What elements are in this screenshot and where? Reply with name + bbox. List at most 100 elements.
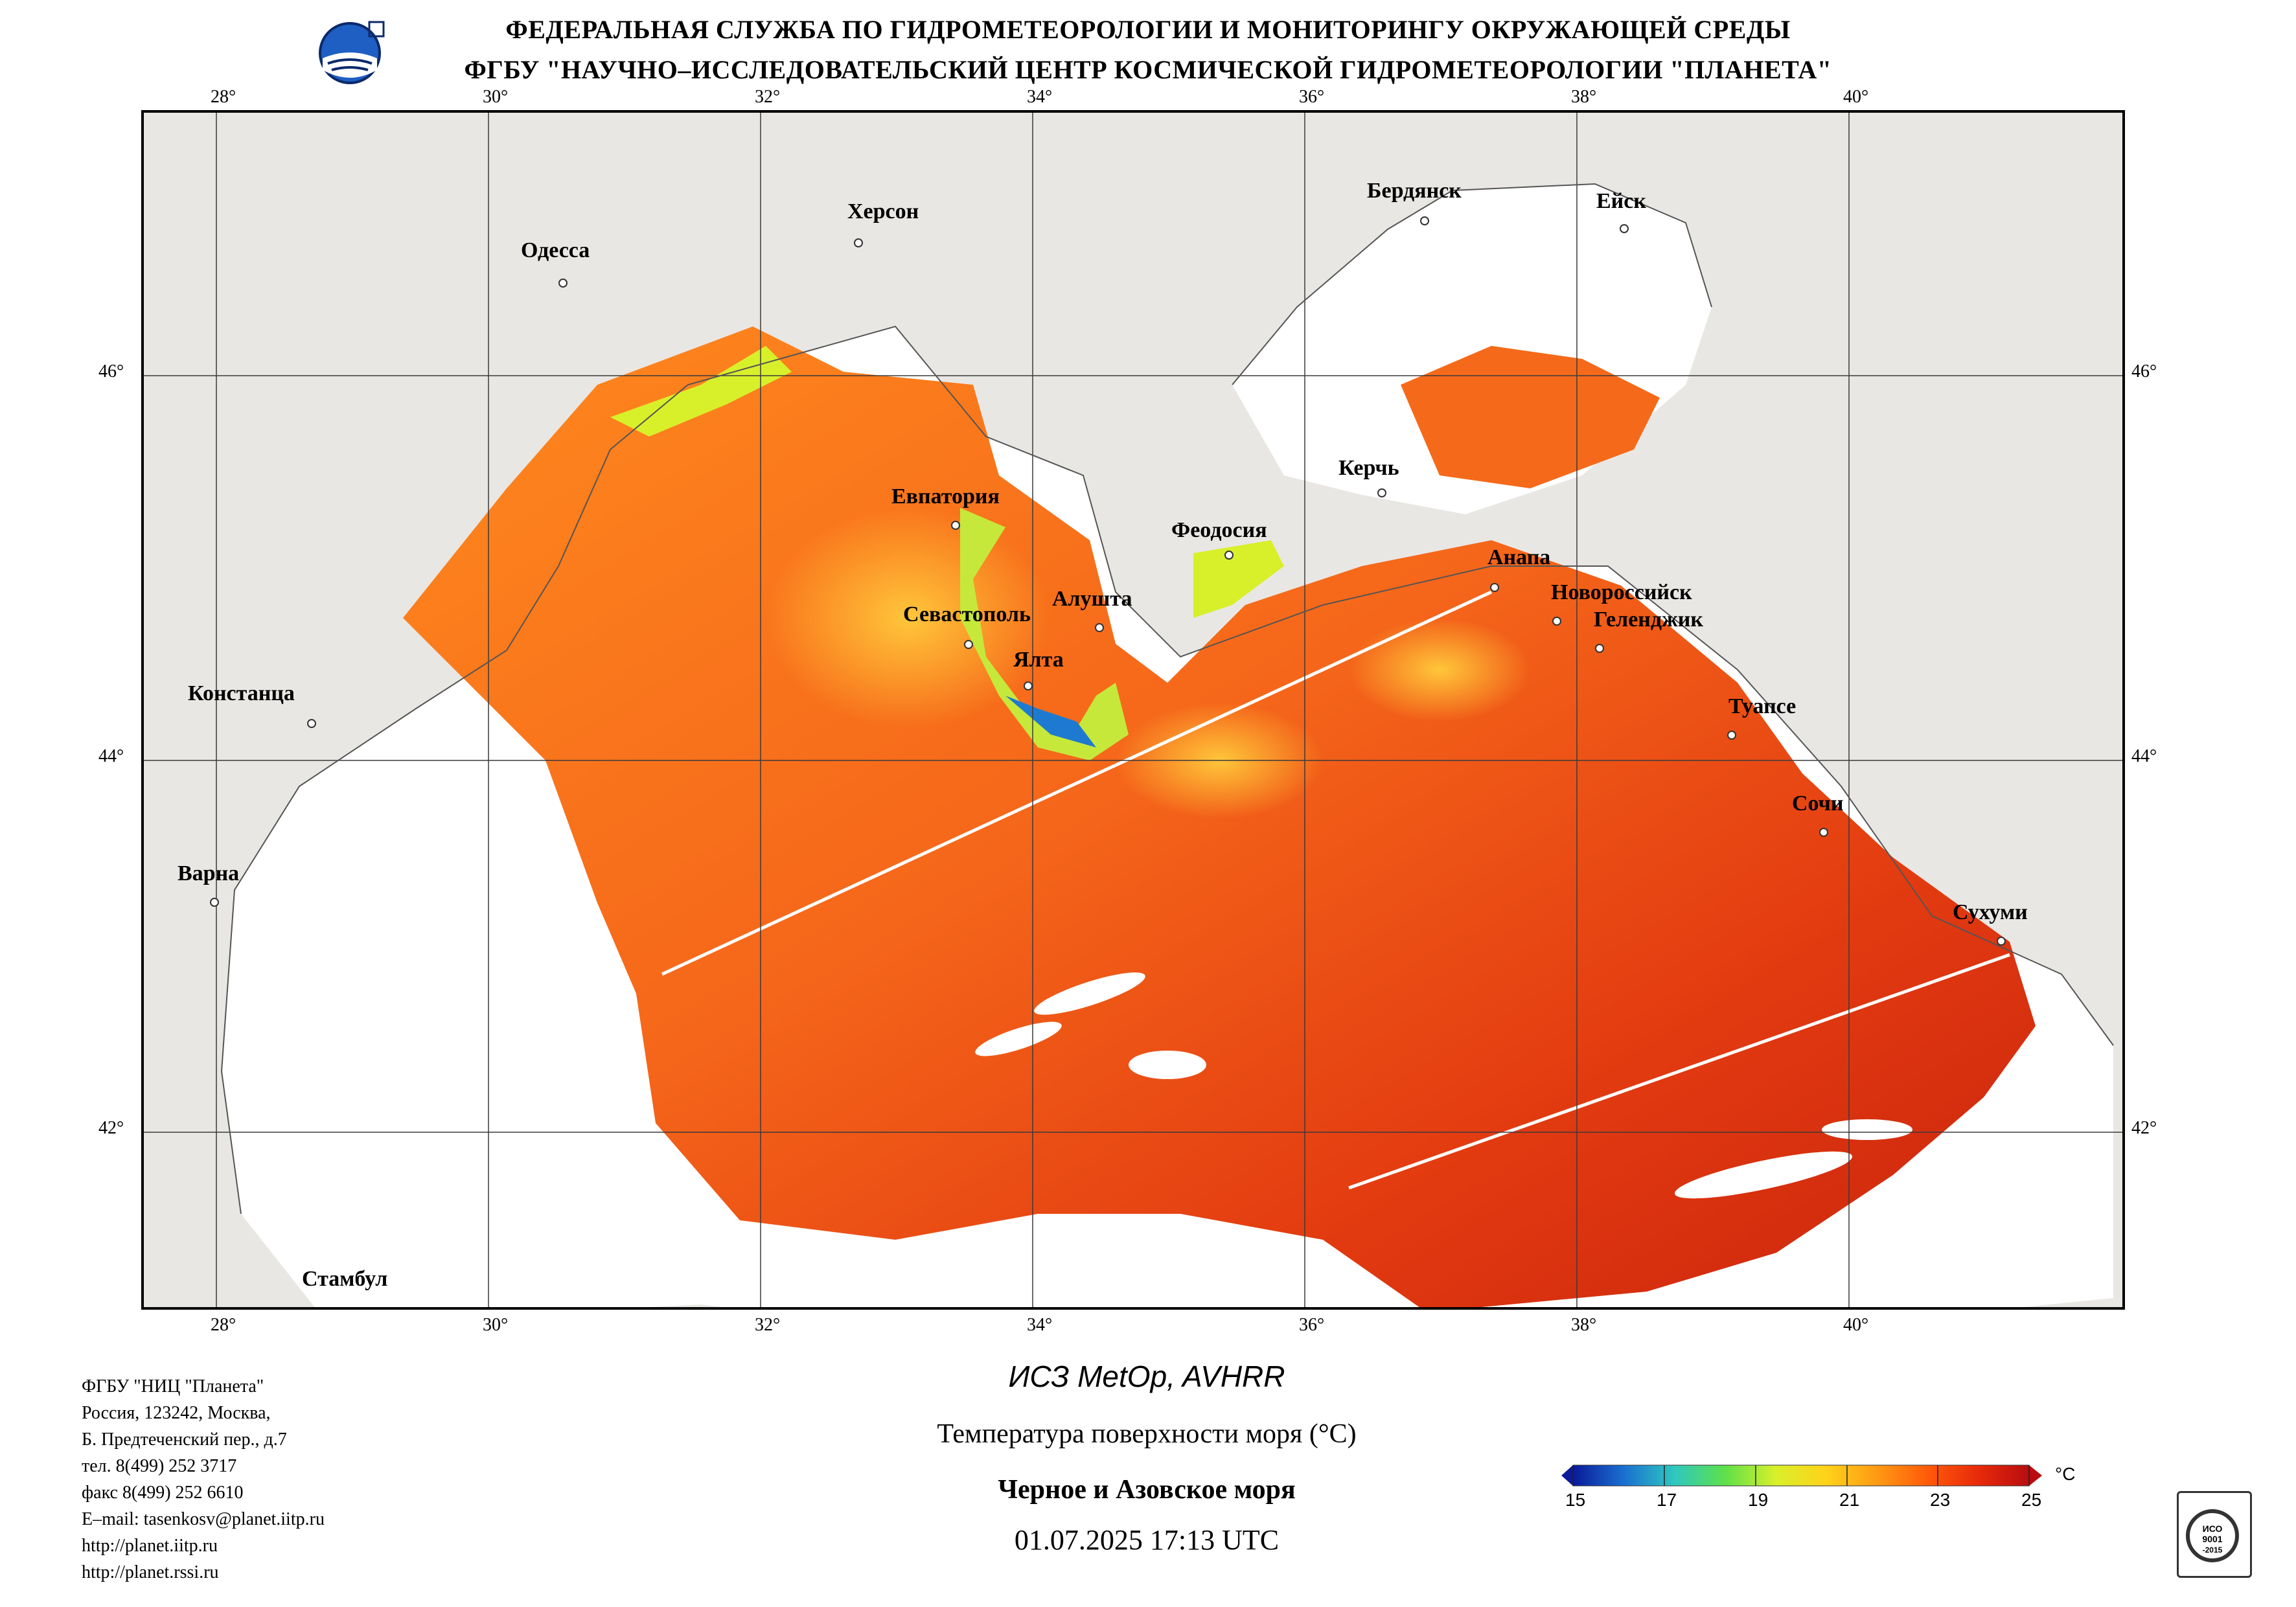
lon-label-bottom: 28° — [211, 1315, 236, 1335]
lon-label-top: 38° — [1571, 87, 1597, 107]
header-line-1: ФЕДЕРАЛЬНАЯ СЛУЖБА ПО ГИДРОМЕТЕОРОЛОГИИ … — [505, 15, 1791, 44]
info-line: Б. Предтеченский пер., д.7 — [82, 1430, 287, 1450]
cloud-patch — [975, 1021, 1062, 1056]
lon-label-top: 40° — [1843, 87, 1869, 107]
lon-label-top: 28° — [211, 87, 236, 107]
parameter-caption: Температура поверхности моря (°C) — [937, 1419, 1357, 1449]
info-line: факс 8(499) 252 6610 — [82, 1483, 244, 1503]
coastline — [506, 325, 2114, 1046]
region-caption: Черное и Азовское моря — [998, 1475, 1296, 1505]
city-marker — [854, 238, 863, 247]
lon-label-bottom: 34° — [1027, 1315, 1053, 1335]
lon-label-top: 36° — [1299, 87, 1325, 107]
city-marker — [951, 521, 960, 530]
cloud-patch — [1822, 1119, 1912, 1140]
city-label-anapa: Анапа — [1487, 545, 1551, 569]
iso-certification-badge: ИСО 9001 -2015 — [2177, 1491, 2252, 1578]
coastline — [220, 650, 507, 1214]
city-label-sukhumi: Сухуми — [1953, 900, 2028, 924]
colorbar-tick-label: 23 — [1930, 1490, 1951, 1510]
cloud-patch — [1674, 1151, 1853, 1199]
lat-label-right: 44° — [2131, 746, 2157, 766]
swath-gap-line — [661, 590, 1493, 976]
swath-gap-line — [1348, 953, 2010, 1190]
info-line: Россия, 123242, Москва, — [82, 1403, 271, 1423]
colorbar-tick-label: 21 — [1839, 1490, 1860, 1510]
info-link[interactable]: http://planet.iitp.ru — [82, 1536, 218, 1556]
cert-text: ИСО — [2203, 1523, 2223, 1534]
lat-label-right: 46° — [2131, 361, 2157, 382]
lon-label-bottom: 38° — [1571, 1315, 1597, 1335]
lon-label-bottom: 30° — [483, 1315, 509, 1335]
graticule — [144, 113, 2122, 1307]
city-label-constanta: Констанца — [188, 681, 295, 705]
city-marker — [1224, 551, 1234, 560]
city-label-yeysk: Ейск — [1596, 189, 1646, 213]
colorbar-ticks — [1572, 1465, 2030, 1486]
colorbar-max-arrow — [2029, 1465, 2042, 1486]
city-marker — [1620, 224, 1629, 233]
city-marker — [1727, 731, 1736, 740]
cloud-patch — [1034, 972, 1145, 1015]
city-marker — [307, 719, 316, 728]
lon-label-top: 34° — [1027, 87, 1053, 107]
city-label-yalta: Ялта — [1013, 648, 1064, 672]
city-marker — [1819, 828, 1828, 837]
city-marker — [1490, 583, 1499, 592]
svg-text:-2015: -2015 — [2203, 1545, 2223, 1555]
lon-label-bottom: 32° — [755, 1315, 781, 1335]
city-label-gelendzhik: Геленджик — [1594, 608, 1703, 632]
city-label-odessa: Одесса — [521, 238, 590, 262]
info-line: ФГБУ "НИЦ "Планета" — [82, 1376, 264, 1396]
city-label-alushta: Алушта — [1052, 587, 1132, 611]
info-email[interactable]: E–mail: tasenkosv@planet.iitp.ru — [82, 1509, 325, 1529]
satellite-caption: ИСЗ MetOp, AVHRR — [1008, 1360, 1285, 1393]
city-marker — [1420, 216, 1429, 225]
sst-map — [141, 110, 2125, 1310]
planeta-logo — [316, 18, 387, 89]
colorbar-body — [1572, 1465, 2030, 1487]
city-label-novorossiysk: Новороссийск — [1551, 580, 1692, 604]
city-marker — [558, 279, 568, 288]
colorbar-svg — [1561, 1465, 2042, 1487]
info-link[interactable]: http://planet.rssi.ru — [82, 1562, 219, 1582]
colorbar-unit: °C — [2055, 1464, 2076, 1484]
colorbar-tick-label: 25 — [2021, 1490, 2042, 1510]
contact-info: ФГБУ "НИЦ "Планета" Россия, 123242, Моск… — [82, 1373, 325, 1586]
city-label-kherson: Херсон — [847, 199, 919, 223]
city-label-sevastopol: Севастополь — [903, 602, 1031, 626]
city-marker — [964, 640, 973, 649]
cool-patch — [1349, 618, 1530, 722]
city-marker — [1095, 623, 1104, 632]
lat-label-left: 44° — [98, 746, 124, 766]
datetime-caption: 01.07.2025 17:13 UTC — [1014, 1524, 1280, 1556]
city-marker — [1024, 681, 1033, 690]
city-marker — [1595, 644, 1604, 653]
header-line-2: ФГБУ "НАУЧНО–ИССЛЕДОВАТЕЛЬСКИЙ ЦЕНТР КОС… — [464, 55, 1832, 84]
lon-label-top: 32° — [755, 87, 781, 107]
lat-label-left: 46° — [98, 361, 124, 382]
crimea-upwelling-core — [1005, 696, 1096, 747]
city-label-yevpatoria: Евпатория — [891, 484, 1000, 508]
lon-label-top: 30° — [483, 87, 509, 107]
city-label-kerch: Керчь — [1338, 456, 1399, 480]
lat-label-left: 42° — [98, 1118, 124, 1138]
crimea-upwelling — [960, 508, 1129, 760]
city-marker — [1377, 488, 1386, 497]
colorbar-tick-label: 19 — [1748, 1490, 1769, 1510]
lat-label-right: 42° — [2131, 1118, 2157, 1138]
colorbar-tick-label: 15 — [1565, 1490, 1586, 1510]
city-label-berdyansk: Бердянск — [1367, 179, 1462, 203]
info-line: тел. 8(499) 252 3717 — [82, 1456, 237, 1476]
city-label-istanbul: Стамбул — [302, 1267, 388, 1291]
cloud-patch — [1129, 1051, 1206, 1079]
lon-label-bottom: 40° — [1843, 1315, 1869, 1335]
svg-text:9001: 9001 — [2202, 1534, 2222, 1544]
city-marker — [1552, 617, 1561, 626]
city-marker — [210, 898, 219, 907]
city-label-tuapse: Туапсе — [1728, 694, 1797, 718]
lon-label-bottom: 36° — [1299, 1315, 1325, 1335]
colorbar-min-arrow — [1561, 1465, 1573, 1486]
city-marker — [1997, 937, 2006, 946]
city-label-sochi: Сочи — [1792, 792, 1844, 815]
